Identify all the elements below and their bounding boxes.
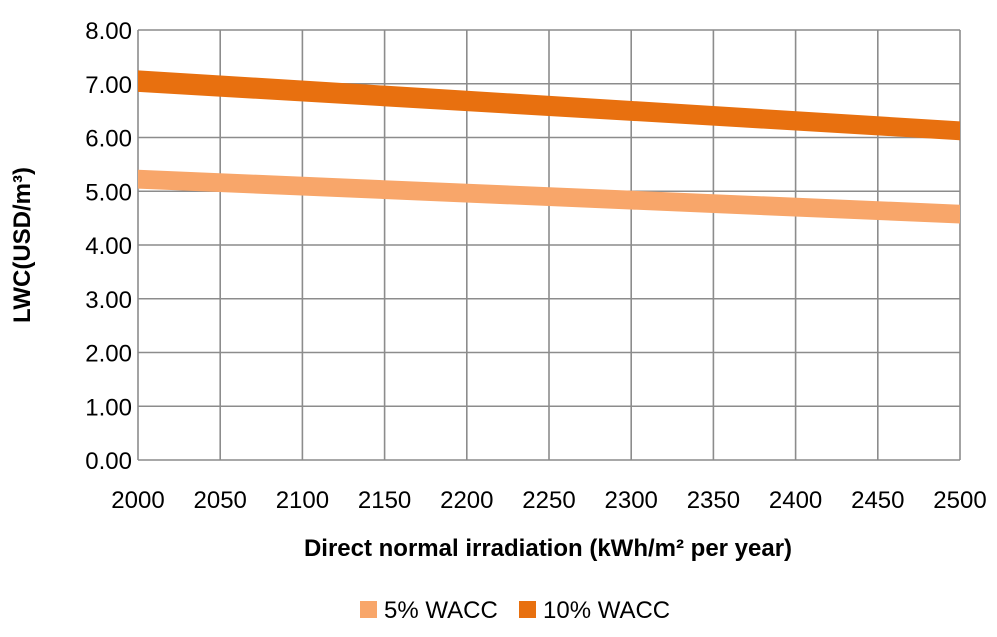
y-tick-label: 7.00	[85, 72, 132, 99]
x-tick-label: 2350	[687, 487, 740, 514]
y-tick-label: 6.00	[85, 126, 132, 153]
x-tick-label: 2300	[605, 487, 658, 514]
y-tick-label: 0.00	[85, 448, 132, 475]
legend-swatch	[360, 601, 377, 618]
y-tick-label: 4.00	[85, 233, 132, 260]
legend: 5% WACC 10% WACC	[360, 597, 670, 624]
y-axis-title: LWC(USD/m³)	[9, 167, 36, 323]
y-tick-labels: 0.00 1.00 2.00 3.00 4.00 5.00 6.00 7.00 8.00	[85, 18, 132, 475]
x-tick-labels: 2000 2050 2100 2150 2200 2250 2300 2350 2400 2450…	[111, 487, 986, 514]
x-tick-label: 2250	[522, 487, 575, 514]
series-layer	[138, 70, 960, 224]
series-band-5pct-wacc	[138, 169, 960, 224]
x-tick-label: 2400	[769, 487, 822, 514]
y-tick-label: 3.00	[85, 287, 132, 314]
x-tick-label: 2000	[111, 487, 164, 514]
legend-label: 5% WACC	[384, 597, 498, 624]
legend-label: 10% WACC	[543, 597, 670, 624]
series-band-10pct-wacc	[138, 70, 960, 141]
legend-swatch	[519, 601, 536, 618]
x-tick-label: 2500	[933, 487, 986, 514]
y-tick-label: 2.00	[85, 341, 132, 368]
x-tick-label: 2150	[358, 487, 411, 514]
x-tick-label: 2050	[194, 487, 247, 514]
x-axis-title: Direct normal irradiation (kWh/m² per ye…	[304, 535, 792, 562]
y-tick-label: 1.00	[85, 394, 132, 421]
x-tick-label: 2100	[276, 487, 329, 514]
x-tick-label: 2450	[851, 487, 904, 514]
y-tick-label: 8.00	[85, 18, 132, 45]
y-tick-label: 5.00	[85, 179, 132, 206]
x-tick-label: 2200	[440, 487, 493, 514]
